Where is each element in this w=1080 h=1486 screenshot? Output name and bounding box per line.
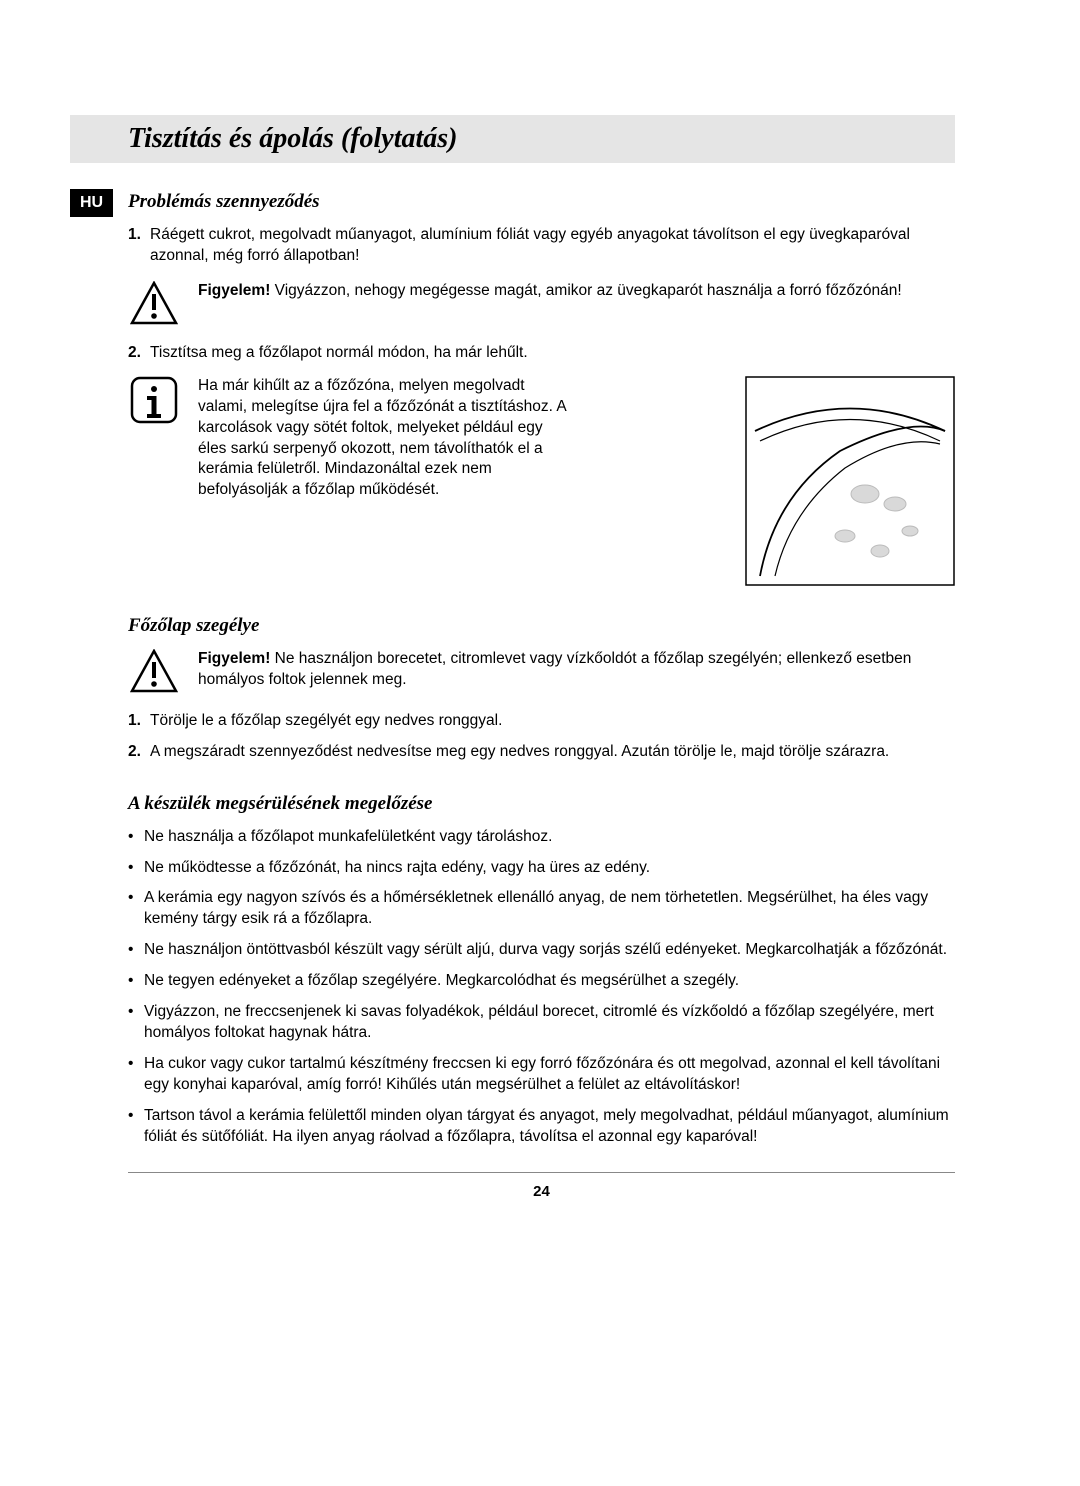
list-number: 1. — [128, 711, 150, 732]
list-item: A kerámia egy nagyon szívós és a hőmérsé… — [128, 888, 955, 930]
section-heading-damage-prevention: A készülék megsérülésének megelőzése — [128, 793, 955, 815]
warning-text: Figyelem! Vigyázzon, nehogy megégesse ma… — [198, 281, 955, 302]
page-number: 24 — [128, 1172, 955, 1200]
warning-label: Figyelem! — [198, 282, 270, 299]
list-text: Tisztítsa meg a főzőlapot normál módon, … — [150, 343, 955, 364]
info-text: Ha már kihűlt az a főzőzóna, melyen mego… — [198, 376, 568, 502]
warning-icon — [128, 649, 180, 693]
list-item: 2. A megszáradt szennyeződést nedvesítse… — [128, 742, 955, 763]
info-row: Ha már kihűlt az a főzőzóna, melyen mego… — [128, 376, 955, 591]
list-text: Törölje le a főzőlap szegélyét egy nedve… — [150, 711, 955, 732]
title-bar: Tisztítás és ápolás (folytatás) — [70, 115, 955, 163]
bullet-list: Ne használja a főzőlapot munkafelületkén… — [128, 827, 955, 1148]
warning-label: Figyelem! — [198, 650, 270, 667]
list-number: 2. — [128, 742, 150, 763]
warning-row: Figyelem! Vigyázzon, nehogy megégesse ma… — [128, 281, 955, 325]
section-heading-edge: Főzőlap szegélye — [128, 615, 955, 637]
list-item: Vigyázzon, ne freccsenjenek ki savas fol… — [128, 1002, 955, 1044]
list-number: 1. — [128, 225, 150, 267]
section-heading-problematic-dirt: Problémás szennyeződés — [128, 191, 955, 213]
list-text: A megszáradt szennyeződést nedvesítse me… — [150, 742, 955, 763]
list-item: Ne működtesse a főzőzónát, ha nincs rajt… — [128, 858, 955, 879]
page-title: Tisztítás és ápolás (folytatás) — [128, 123, 458, 154]
warning-icon — [128, 281, 180, 325]
list-text: Ráégett cukrot, megolvadt műanyagot, alu… — [150, 225, 955, 267]
list-item: 1. Törölje le a főzőlap szegélyét egy ne… — [128, 711, 955, 732]
list-item: Ne használja a főzőlapot munkafelületkén… — [128, 827, 955, 848]
list-item: Ne tegyen edényeket a főzőlap szegélyére… — [128, 971, 955, 992]
list-item: 2. Tisztítsa meg a főzőlapot normál módo… — [128, 343, 955, 364]
list-item: Ha cukor vagy cukor tartalmú készítmény … — [128, 1054, 955, 1096]
content-area: Problémás szennyeződés 1. Ráégett cukrot… — [128, 191, 955, 1200]
list-item: 1. Ráégett cukrot, megolvadt műanyagot, … — [128, 225, 955, 267]
manual-page: Tisztítás és ápolás (folytatás) HU Probl… — [0, 0, 1080, 1486]
info-icon — [128, 376, 180, 424]
list-item: Tartson távol a kerámia felülettől minde… — [128, 1106, 955, 1148]
warning-row: Figyelem! Ne használjon borecetet, citro… — [128, 649, 955, 693]
list-number: 2. — [128, 343, 150, 364]
language-badge: HU — [70, 189, 113, 217]
warning-text: Figyelem! Ne használjon borecetet, citro… — [198, 649, 955, 691]
list-item: Ne használjon öntöttvasból készült vagy … — [128, 940, 955, 961]
cooktop-illustration — [745, 376, 955, 591]
warning-body: Vigyázzon, nehogy megégesse magát, amiko… — [270, 282, 901, 299]
warning-body: Ne használjon borecetet, citromlevet vag… — [198, 650, 911, 688]
